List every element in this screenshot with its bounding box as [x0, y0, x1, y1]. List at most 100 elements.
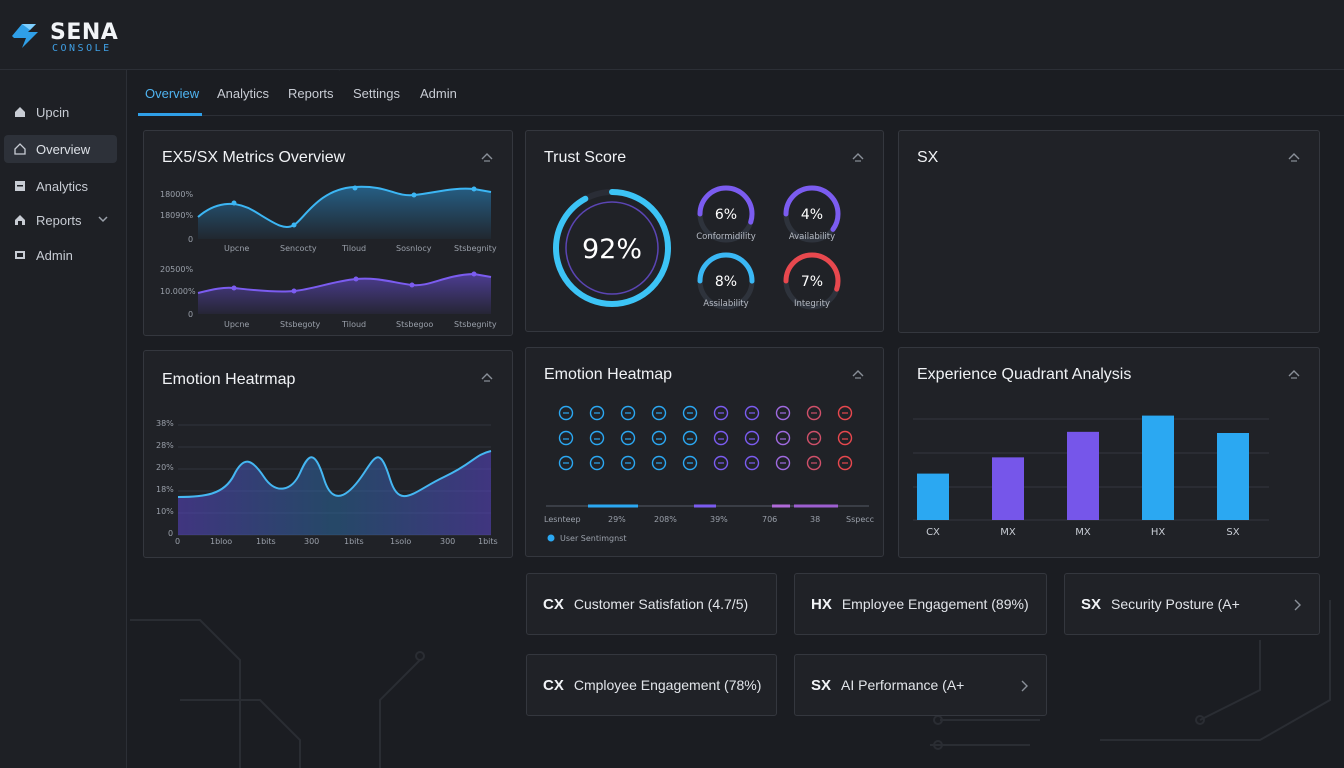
tab-bar: Overview Analytics Reports Settings Admi…: [138, 70, 1344, 116]
emotion-face-icon: [651, 455, 667, 471]
tile-code: SX: [811, 676, 832, 694]
chevron-right-icon[interactable]: [1020, 680, 1028, 692]
area-series-bottom: [198, 274, 491, 314]
gauge-label: Conformidility: [696, 232, 756, 242]
sidebar: Upcin Overview Analytics Reports Admin: [0, 70, 127, 768]
emotion-face-icon: [806, 430, 822, 446]
x-tick-label: MX: [1000, 527, 1016, 538]
sidebar-item-analytics[interactable]: Analytics: [4, 172, 117, 200]
tile-text: AI Performance (A+: [841, 677, 965, 693]
emotion-line: [177, 450, 492, 498]
card-title: Experience Quadrant Analysis: [917, 366, 1132, 383]
summary-tile-security-posture[interactable]: SX Security Posture (A+: [1064, 573, 1320, 635]
x-tick: 1bits: [478, 537, 498, 546]
sidebar-item-overview[interactable]: Overview: [4, 135, 117, 163]
logo-icon: [12, 24, 38, 48]
collapse-icon[interactable]: [1287, 368, 1301, 380]
tile-text: Cmployee Engagement (78%): [573, 677, 762, 693]
emotion-face-icon: [558, 405, 574, 421]
summary-tile-customer-satisfaction[interactable]: CX Customer Satisfation (4.7/5): [526, 573, 777, 635]
sidebar-item-reports[interactable]: Reports: [4, 206, 117, 234]
emotion-face-icon: [744, 405, 760, 421]
emotion-face-icon: [837, 455, 853, 471]
gauge-arc: [783, 185, 841, 243]
collapse-icon[interactable]: [851, 151, 865, 163]
summary-tile-ai-performance[interactable]: SX AI Performance (A+: [794, 654, 1047, 716]
y-tick: 20%: [156, 463, 174, 472]
x-tick-label: MX: [1075, 527, 1091, 538]
emotion-face-icon: [775, 430, 791, 446]
trust-score-gauges: 92% 6% Conformidility 4% Availability 8%…: [553, 185, 841, 310]
gauge-label: Assilability: [703, 299, 748, 309]
gauge-label: Availability: [789, 232, 835, 242]
x-tick: Upcne: [224, 320, 249, 329]
trust-score-ring: [553, 189, 671, 307]
bar-cx[interactable]: [917, 473, 949, 520]
scale-tick: 38: [810, 515, 820, 524]
card-title: Trust Score: [544, 149, 627, 166]
data-point: [231, 200, 237, 206]
y-tick: 38%: [156, 419, 174, 428]
x-tick: Stsbegnity: [454, 244, 497, 253]
tile-code: CX: [543, 676, 564, 694]
chevron-right-icon[interactable]: [1293, 599, 1301, 611]
sidebar-item-upcin[interactable]: Upcin: [4, 98, 117, 126]
x-tick: Tiloud: [341, 320, 366, 329]
emotion-face-icon: [589, 455, 605, 471]
x-tick: Stsbegnity: [454, 320, 497, 329]
emotion-face-icon: [806, 455, 822, 471]
legend-label: User Sentimgnst: [560, 534, 626, 543]
tab-admin[interactable]: Admin: [420, 86, 457, 101]
data-point: [353, 276, 359, 282]
metrics-line-charts: 18000% 18090% 0 Upcne Sencocty Tiloud So…: [160, 185, 497, 329]
summary-tile-employee-engagement[interactable]: HX Employee Engagement (89%): [794, 573, 1047, 635]
x-tick: Stsbegoo: [396, 320, 433, 329]
summary-tile-cmployee-engagement[interactable]: CX Cmployee Engagement (78%): [526, 654, 777, 716]
emotion-face-icon: [713, 405, 729, 421]
tab-reports[interactable]: Reports: [288, 86, 334, 101]
gauge-assilability: 8% Assilability: [697, 252, 755, 310]
tab-analytics[interactable]: Analytics: [217, 86, 270, 101]
bar-mx[interactable]: [1067, 431, 1099, 520]
y-tick: 18%: [156, 485, 174, 494]
emotion-icon-grid: Lesnteep 29% 208% 39% 706 38 Sspecc User…: [544, 405, 874, 543]
quadrant-analysis-card: Experience Quadrant Analysis CX MX MX HX SX: [898, 347, 1320, 558]
sidebar-item-label: Admin: [36, 247, 73, 263]
gauge-value: 7%: [801, 274, 823, 290]
collapse-icon[interactable]: [851, 368, 865, 380]
admin-icon: [15, 251, 25, 259]
y-tick: 0: [188, 310, 193, 319]
sidebar-item-admin[interactable]: Admin: [4, 241, 117, 269]
bar-mx[interactable]: [992, 457, 1024, 520]
line-series-top: [197, 185, 492, 229]
tile-text: Security Posture (A+: [1111, 596, 1240, 612]
data-point: [291, 288, 297, 294]
gauge-arc: [697, 185, 755, 243]
trust-score-value: 92%: [582, 234, 642, 265]
collapse-icon[interactable]: [1287, 151, 1301, 163]
x-tick: Sencocty: [280, 244, 317, 253]
x-tick: Stsbegoty: [280, 320, 320, 329]
tab-overview[interactable]: Overview: [145, 86, 200, 101]
collapse-icon[interactable]: [480, 371, 494, 383]
chevron-down-icon[interactable]: [97, 213, 109, 225]
collapse-icon[interactable]: [480, 151, 494, 163]
bar-hx[interactable]: [1142, 415, 1174, 520]
sx-card: SX: [898, 130, 1320, 333]
x-tick: 1bloo: [210, 537, 232, 546]
emotion-face-icon: [837, 430, 853, 446]
scale-tick: Lesnteep: [544, 515, 581, 524]
emotion-heatmap-card-left: Emotion Heatrmap 38% 28% 20% 18% 10% 0 0…: [143, 350, 513, 558]
y-tick: 10.000%: [160, 287, 196, 296]
bar-sx[interactable]: [1217, 433, 1249, 520]
data-point: [471, 271, 477, 277]
data-point: [231, 285, 237, 291]
brand-logo[interactable]: SENA CONSOLE: [8, 18, 138, 58]
y-tick: 0: [188, 235, 193, 244]
tab-settings[interactable]: Settings: [353, 86, 400, 101]
x-tick-label: HX: [1151, 527, 1166, 538]
gauge-value: 4%: [801, 207, 823, 223]
scale-tick: 208%: [654, 515, 677, 524]
x-tick: 1bits: [256, 537, 276, 546]
quadrant-bar-chart: CX MX MX HX SX: [913, 415, 1269, 538]
